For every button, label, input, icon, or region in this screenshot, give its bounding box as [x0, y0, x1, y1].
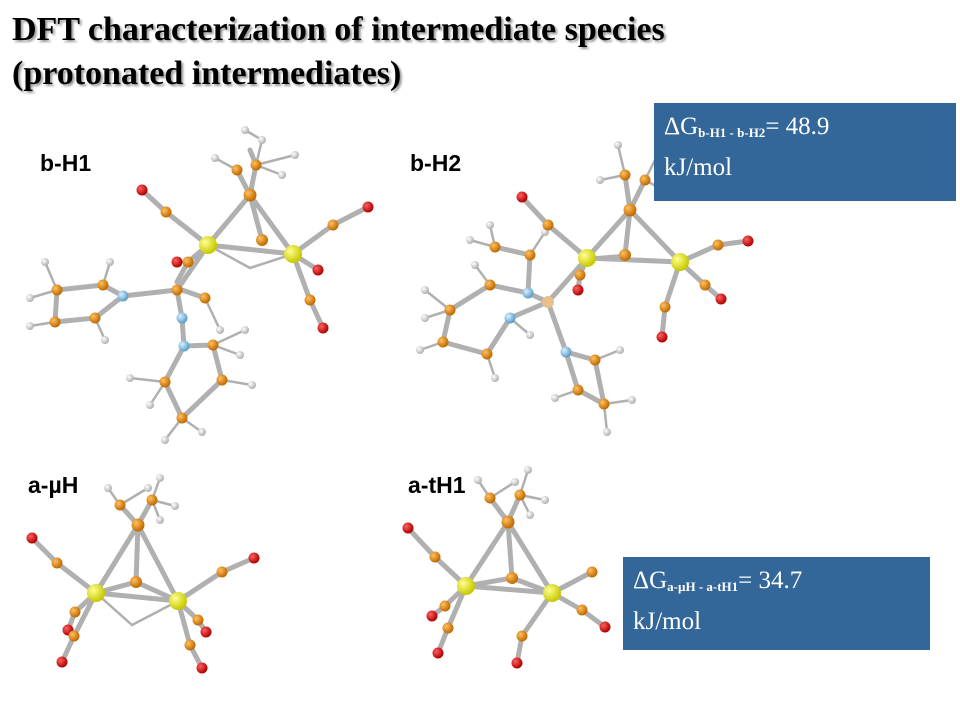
molecule-b-H1 — [26, 126, 374, 444]
energy-box-a: ΔGa-µH - a-tH1= 34.7 kJ/mol — [623, 557, 930, 650]
delta-g-symbol: ΔG — [664, 113, 699, 140]
delta-g-value: = 34.7 — [738, 567, 803, 594]
title-line-2: (protonated intermediates) — [12, 55, 402, 92]
delta-g-subscript: b-H1 - b-H2 — [698, 125, 766, 140]
delta-g-value: = 48.9 — [765, 113, 830, 140]
label-b-H1: b-H1 — [40, 150, 92, 176]
title-line-1: DFT characterization of intermediate spe… — [12, 11, 665, 48]
delta-g-unit: kJ/mol — [633, 608, 702, 635]
molecule-a-muH — [26, 474, 260, 674]
label-a-muH: a-µH — [28, 472, 79, 498]
energy-box-b: ΔGb-H1 - b-H2= 48.9 kJ/mol — [654, 103, 956, 201]
label-a-tH1: a-tH1 — [408, 472, 466, 498]
label-b-H2: b-H2 — [410, 150, 462, 176]
molecule-b-H2 — [416, 141, 754, 436]
delta-g-unit: kJ/mol — [664, 154, 733, 181]
slide-title: DFT characterization of intermediate spe… — [12, 8, 912, 96]
molecule-a-tH1 — [402, 466, 611, 669]
delta-g-subscript: a-µH - a-tH1 — [667, 579, 739, 594]
delta-g-symbol: ΔG — [633, 567, 668, 594]
